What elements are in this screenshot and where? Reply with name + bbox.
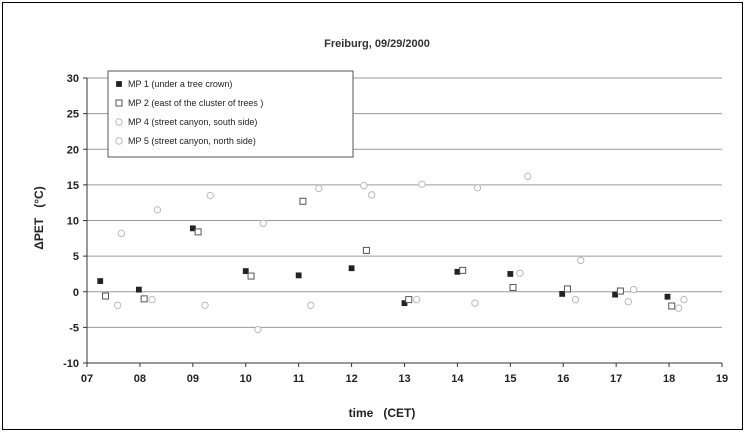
x-tick-label: 08: [134, 373, 146, 385]
legend-marker-series-2: [115, 99, 123, 107]
data-point-series-2: [616, 287, 624, 295]
data-point-series-3: [624, 298, 633, 306]
data-point-series-1: [135, 286, 142, 293]
axes: [83, 77, 723, 367]
data-point-series-4: [680, 295, 688, 304]
data-point-series-2: [563, 285, 571, 293]
x-tick-label: 13: [398, 373, 410, 385]
data-point-series-4: [418, 180, 426, 188]
data-point-series-4: [153, 206, 162, 214]
x-axis-title: time (CET): [349, 406, 416, 420]
chart-frame: Freiburg, 09/29/2000 -10 -5 0 5 10 15 20 25 30 07…: [2, 2, 743, 430]
data-point-series-1: [454, 268, 461, 275]
data-point-series-2: [459, 266, 467, 274]
data-point-series-1: [664, 293, 671, 300]
data-point-series-1: [242, 268, 249, 274]
legend-label-series-1: MP 1 (under a tree crown): [128, 79, 232, 89]
data-point-series-4: [367, 191, 376, 199]
x-tick-label: 12: [345, 373, 357, 385]
data-point-series-2: [102, 292, 110, 300]
data-point-series-3: [471, 299, 479, 307]
data-point-series-2: [509, 283, 517, 291]
data-point-series-4: [206, 191, 214, 200]
data-points: [97, 172, 688, 334]
y-axis-title: ΔPET (°C): [32, 186, 46, 249]
x-tick-label: 09: [187, 373, 199, 385]
data-point-series-3: [516, 269, 524, 277]
y-tick-label: 15: [67, 180, 79, 192]
data-point-series-4: [629, 285, 638, 294]
data-point-series-1: [507, 271, 514, 277]
data-point-series-1: [189, 225, 196, 232]
legend-label-series-2: MP 2 (east of the cluster of trees ): [128, 98, 263, 108]
y-tick-label: 20: [67, 144, 79, 156]
data-point-series-4: [117, 229, 126, 238]
data-point-series-3: [307, 301, 315, 309]
data-point-series-3: [674, 304, 683, 312]
data-point-series-2: [405, 296, 413, 304]
y-tick-label: 30: [67, 73, 79, 85]
legend-box: [107, 70, 354, 158]
data-point-series-2: [299, 197, 307, 205]
y-tick-label: 10: [67, 216, 79, 228]
y-tick-label: 5: [73, 251, 79, 263]
tick-labels: -10 -5 0 5 10 15 20 25 30 07 08 09 10 11 12 13 14 15 16 17 1…: [63, 73, 728, 385]
x-tick-label: 14: [451, 373, 464, 385]
y-tick-label: -10: [63, 358, 79, 370]
data-point-series-1: [97, 278, 104, 284]
chart-title: Freiburg, 09/29/2000: [324, 38, 430, 50]
x-tick-label: 10: [240, 373, 252, 385]
x-tick-label: 19: [716, 373, 728, 385]
legend-marker-series-4: [115, 137, 123, 145]
legend-marker-series-1: [116, 81, 122, 87]
data-point-series-3: [254, 325, 262, 334]
legend-label-series-4: MP 5 (street canyon, north side): [128, 136, 256, 146]
data-point-series-4: [473, 184, 482, 192]
data-point-series-3: [412, 295, 421, 304]
x-tick-label: 16: [557, 373, 569, 385]
data-point-series-4: [577, 256, 585, 265]
y-tick-label: 0: [73, 287, 79, 299]
data-point-series-2: [362, 246, 370, 254]
data-point-series-3: [571, 295, 580, 304]
data-point-series-2: [194, 228, 202, 236]
y-tick-label: 25: [67, 109, 79, 121]
data-point-series-1: [401, 300, 408, 307]
legend: MP 1 (under a tree crown) MP 2 (east of t…: [107, 70, 354, 158]
x-tick-label: 15: [504, 373, 516, 385]
data-point-series-3: [148, 295, 156, 304]
data-point-series-4: [524, 172, 532, 181]
data-point-series-1: [559, 290, 566, 297]
data-point-series-4: [259, 219, 267, 228]
y-tick-label: -5: [69, 322, 79, 334]
data-point-series-3: [360, 181, 368, 190]
data-point-series-4: [315, 184, 323, 193]
data-point-series-3: [113, 301, 122, 309]
data-point-series-1: [295, 272, 302, 279]
x-tick-label: 17: [610, 373, 622, 385]
x-tick-label: 18: [663, 373, 675, 385]
legend-label-series-3: MP 4 (street canyon, south side): [128, 117, 257, 127]
data-point-series-3: [201, 301, 209, 309]
data-point-series-1: [612, 291, 619, 298]
x-tick-label: 11: [293, 373, 305, 385]
x-tick-label: 07: [81, 373, 93, 385]
data-point-series-2: [140, 295, 148, 303]
data-point-series-2: [247, 272, 255, 280]
data-point-series-1: [348, 265, 355, 272]
legend-marker-series-3: [115, 118, 123, 126]
data-point-series-2: [668, 302, 676, 310]
scatter-chart: Freiburg, 09/29/2000 -10 -5 0 5 10 15 20 25 30 07…: [32, 38, 728, 420]
